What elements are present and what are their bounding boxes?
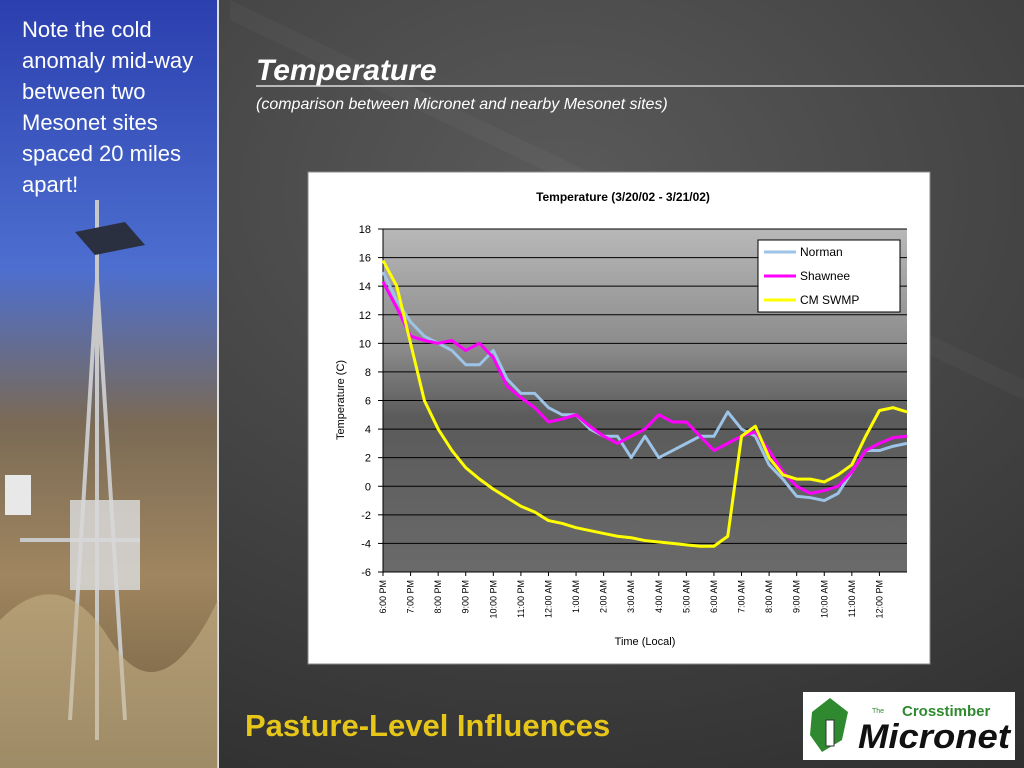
y-tick-label: -6: [361, 567, 371, 579]
y-tick-label: 0: [365, 481, 371, 493]
slide-subtitle: (comparison between Micronet and nearby …: [256, 96, 668, 113]
logo-prefix: The: [872, 708, 884, 715]
x-tick-label: 9:00 PM: [461, 580, 471, 614]
enclosure: [70, 500, 140, 590]
y-tick-label: 6: [365, 396, 371, 408]
x-tick-label: 5:00 AM: [681, 580, 691, 613]
side-note: Note the cold anomaly mid-way between tw…: [22, 17, 194, 197]
x-tick-label: 4:00 AM: [654, 580, 664, 613]
series-line: [381, 281, 908, 495]
grass: [0, 594, 218, 768]
sensor-shield: [5, 475, 31, 515]
x-tick-label: 6:00 AM: [709, 580, 719, 613]
x-tick-label: 11:00 AM: [847, 580, 857, 617]
slide-title: Temperature: [256, 54, 437, 87]
legend-label: Norman: [800, 245, 843, 259]
y-axis-label: Temperature (C): [335, 360, 347, 440]
x-tick-label: 10:00 PM: [488, 580, 498, 619]
x-tick-label: 6:00 PM: [378, 580, 388, 614]
footer-title: Pasture-Level Influences: [245, 708, 610, 743]
x-tick-label: 11:00 PM: [516, 580, 526, 618]
x-tick-label: 9:00 AM: [792, 580, 802, 613]
y-tick-label: 2: [365, 453, 371, 465]
x-tick-label: 8:00 AM: [764, 580, 774, 613]
x-tick-label: 7:00 PM: [406, 580, 416, 614]
y-tick-label: 18: [359, 224, 371, 236]
x-tick-label: 10:00 AM: [819, 580, 829, 618]
x-tick-label: 7:00 AM: [737, 580, 747, 613]
y-tick-label: -4: [361, 538, 371, 550]
x-tick-label: 12:00 PM: [874, 580, 884, 619]
x-tick-label: 12:00 AM: [543, 580, 553, 618]
y-tick-label: -2: [361, 510, 371, 522]
y-tick-label: 4: [365, 424, 371, 436]
chart-title: Temperature (3/20/02 - 3/21/02): [536, 190, 710, 204]
chart-layer: -6 -4 -2 0 2 4 6 8 10 12 14 16 18 6:00 PM 7:00 PM 8:00 …: [359, 224, 908, 619]
series-line: [381, 259, 908, 548]
x-axis-label: Time (Local): [615, 636, 676, 648]
solar-panel: [75, 222, 145, 255]
x-tick-label: 8:00 PM: [433, 580, 443, 614]
x-tick-label: 1:00 AM: [571, 580, 581, 613]
legend-label: Shawnee: [800, 269, 850, 283]
legend-label: CM SWMP: [800, 293, 859, 307]
x-tick-label: 2:00 AM: [599, 580, 609, 613]
x-tick-label: 3:00 AM: [626, 580, 636, 613]
y-tick-label: 14: [359, 281, 371, 293]
y-tick-label: 8: [365, 367, 371, 379]
series-line: [381, 271, 908, 503]
y-tick-label: 16: [359, 253, 371, 265]
logo-brand: Micronet: [858, 718, 1012, 756]
logo-name: Crosstimber: [902, 703, 991, 720]
y-tick-label: 10: [359, 338, 371, 350]
logo-tower: [825, 719, 835, 747]
y-tick-label: 12: [359, 310, 371, 322]
